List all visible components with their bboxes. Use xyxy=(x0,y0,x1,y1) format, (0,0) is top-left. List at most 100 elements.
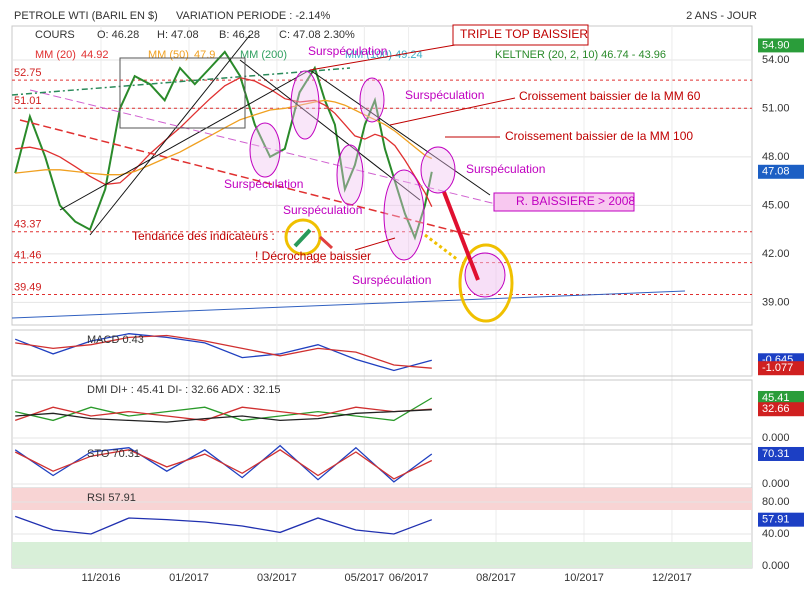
series-line xyxy=(15,409,432,423)
level-label: 41.46 xyxy=(14,250,42,262)
y-tick-label: 0.000 xyxy=(762,432,790,444)
annotation: Croissement baissier de la MM 60 xyxy=(519,89,701,103)
trend-line xyxy=(239,59,421,201)
trend-line xyxy=(11,290,686,319)
period: 2 ANS - JOUR xyxy=(686,10,757,22)
chart-title: PETROLE WTI (BARIL EN $) xyxy=(14,10,158,22)
legend-item: COURS xyxy=(35,29,75,41)
y-tick-label: 0.000 xyxy=(762,478,790,490)
x-tick-label: 05/2017 xyxy=(344,572,384,584)
value-marker-label: 54.90 xyxy=(762,39,790,51)
level-label: 51.01 xyxy=(14,95,42,107)
annotation-box xyxy=(493,192,635,212)
x-tick-label: 01/2017 xyxy=(169,572,209,584)
zone xyxy=(119,57,246,129)
legend-item: B: 46.28 xyxy=(219,29,260,41)
value-marker xyxy=(758,446,804,461)
series-line xyxy=(15,334,432,369)
value-marker-label: 57.91 xyxy=(762,514,790,526)
annotation-box xyxy=(452,24,589,46)
value-marker-label: 45.41 xyxy=(762,392,790,404)
annotation: Surspéculation xyxy=(308,44,387,58)
panel-frame xyxy=(11,329,753,377)
arrow xyxy=(389,97,516,126)
panel-title: STO 70.31 xyxy=(87,448,140,460)
chart-subtitle: VARIATION PERIODE : -2.14% xyxy=(176,10,330,22)
annotation: ! Décrochage baissier xyxy=(255,249,371,263)
annotation: Surspéculation xyxy=(352,273,431,287)
annotation: Surspéculation xyxy=(405,88,484,102)
trend-line xyxy=(11,67,351,96)
annotation: Tendance des indicateurs : xyxy=(132,229,275,243)
y-tick-label: 51.00 xyxy=(762,102,790,114)
band xyxy=(12,542,752,568)
value-marker-label: 47.08 xyxy=(762,166,790,178)
legend-item: MM (20) xyxy=(35,49,76,61)
arrow xyxy=(309,44,456,71)
panel-title: MACD 0.43 xyxy=(87,334,144,346)
y-tick-label: 42.00 xyxy=(762,248,790,260)
highlight xyxy=(336,144,364,206)
value-marker-label: 70.31 xyxy=(762,448,790,460)
annotation: Croissement baissier de la MM 100 xyxy=(505,129,693,143)
panel-frame xyxy=(11,25,753,326)
annotation: Surspéculation xyxy=(466,162,545,176)
arrow xyxy=(293,228,312,248)
y-tick-label: 80.00 xyxy=(762,496,790,508)
annotation: Surspéculation xyxy=(283,203,362,217)
highlight xyxy=(290,70,320,140)
y-tick-label: 54.00 xyxy=(762,54,790,66)
value-marker xyxy=(758,38,804,53)
legend-value: 44.92 xyxy=(81,49,109,61)
series-line xyxy=(14,449,433,480)
value-marker xyxy=(758,402,804,417)
trend-line xyxy=(309,69,491,196)
arrow xyxy=(442,191,480,281)
trend-line xyxy=(59,69,311,211)
highlight xyxy=(249,122,281,178)
series-line xyxy=(14,50,433,241)
plot: 39.00 42.00 45.00 48.00 51.00 54.00 52.75 51.01… xyxy=(11,25,804,584)
annotation: TRIPLE TOP BAISSIER xyxy=(460,27,588,41)
legend: COURS O: 46.28 H: 47.08 B: 46.28 C: 47.0… xyxy=(35,29,666,61)
legend-item: O: 46.28 xyxy=(97,29,139,41)
legend-item: KELTNER (20, 2, 10) 46.74 - 43.96 xyxy=(495,49,666,61)
trend-line xyxy=(29,89,501,206)
series-line xyxy=(15,99,433,176)
x-tick-label: 08/2017 xyxy=(476,572,516,584)
y-tick-label: 39.00 xyxy=(762,296,790,308)
value-marker-label: 32.66 xyxy=(762,403,790,415)
y-tick-label: 48.00 xyxy=(762,151,790,163)
annotation: Surspéculation xyxy=(224,177,303,191)
highlight xyxy=(359,77,385,123)
legend-item: MM (100) 49.24 xyxy=(345,49,423,61)
value-marker xyxy=(758,390,804,405)
highlight xyxy=(383,169,425,261)
highlight xyxy=(464,252,506,298)
level-label: 39.49 xyxy=(14,281,42,293)
x-tick-label: 10/2017 xyxy=(564,572,604,584)
series-line xyxy=(15,77,433,207)
arrow xyxy=(318,235,334,250)
legend-item: C: 47.08 2.30% xyxy=(279,29,355,41)
panel-title: RSI 57.91 xyxy=(87,492,136,504)
trend-line xyxy=(19,119,471,236)
series-line xyxy=(14,333,432,372)
level-label: 43.37 xyxy=(14,219,42,231)
panel-title: DMI DI+ : 45.41 DI- : 32.66 ADX : 32.15 xyxy=(87,384,281,396)
annotations: TRIPLE TOP BAISSIER Surspéculation Sursp… xyxy=(132,27,701,287)
y-tick-label: 0.000 xyxy=(762,560,790,572)
drawings xyxy=(11,24,686,323)
x-tick-label: 06/2017 xyxy=(389,572,429,584)
y-tick-label: 40.00 xyxy=(762,528,790,540)
x-tick-label: 11/2016 xyxy=(82,572,121,584)
series-line xyxy=(14,406,432,422)
trend-line xyxy=(89,34,251,236)
band xyxy=(12,488,752,510)
x-tick-label: 03/2017 xyxy=(257,572,297,584)
legend-item: H: 47.08 xyxy=(157,29,199,41)
legend-item: MM (200) xyxy=(240,49,287,61)
legend-item: MM (50) xyxy=(148,49,189,61)
value-marker xyxy=(758,512,804,527)
